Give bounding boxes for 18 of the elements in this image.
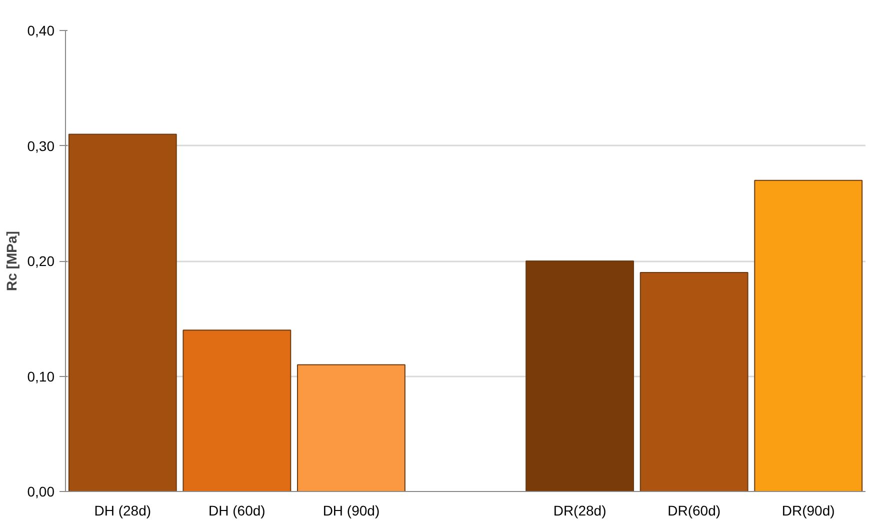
bar xyxy=(68,134,177,492)
y-tick-label: 0,40 xyxy=(27,22,55,38)
x-tick-label: DH (28d) xyxy=(94,502,152,518)
bar xyxy=(182,330,292,492)
y-axis-title: Rc [MPa] xyxy=(3,231,20,291)
bar xyxy=(526,260,634,492)
bar xyxy=(640,272,748,492)
bar xyxy=(754,180,863,492)
y-tick-label: 0,00 xyxy=(27,484,55,500)
x-tick-label: DR(90d) xyxy=(782,502,835,518)
x-tick-label: DR(28d) xyxy=(553,502,606,518)
y-tick-label: 0,30 xyxy=(27,138,55,154)
x-tick-label: DH (90d) xyxy=(322,502,380,518)
bar xyxy=(297,364,406,492)
x-tick-label: DH (60d) xyxy=(208,502,266,518)
x-tick-label: DR(60d) xyxy=(668,502,721,518)
y-tick-label: 0,10 xyxy=(27,368,55,384)
y-tick-label: 0,20 xyxy=(27,253,55,269)
